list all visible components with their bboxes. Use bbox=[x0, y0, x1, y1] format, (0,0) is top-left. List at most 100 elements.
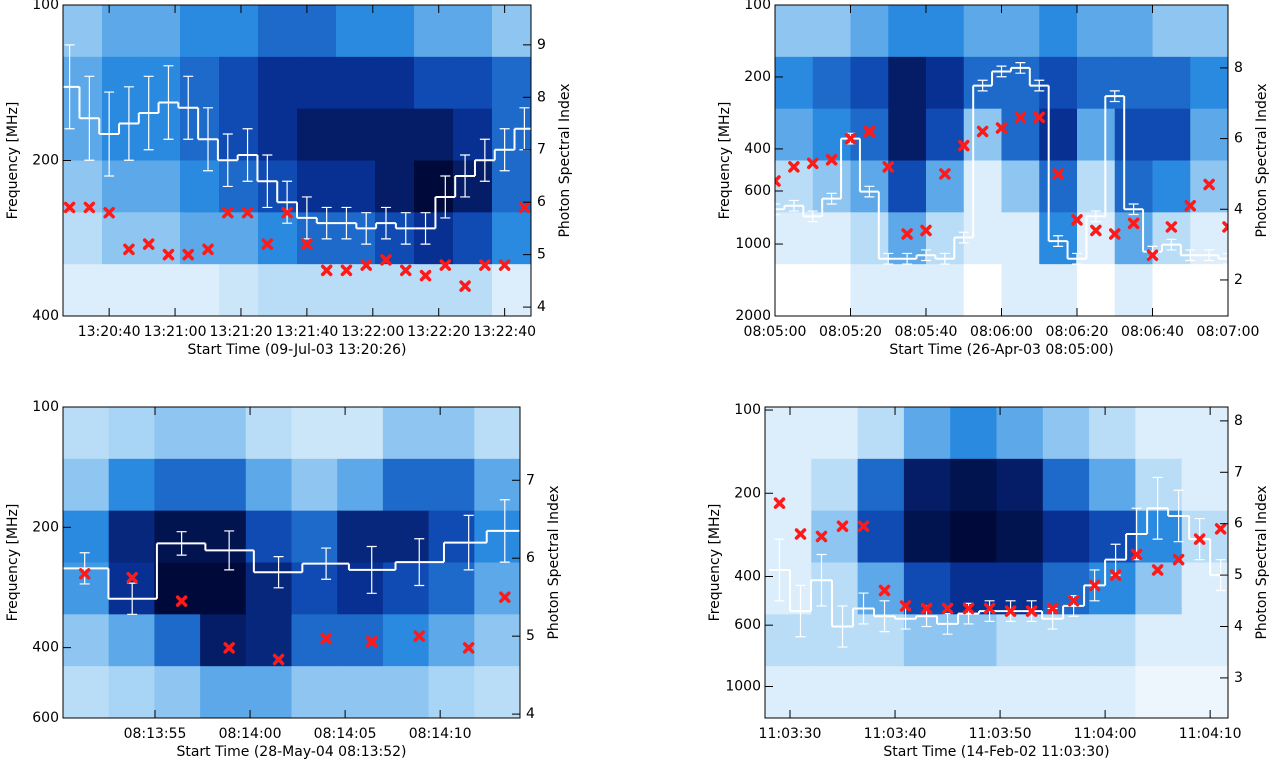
heatmap-cell bbox=[258, 56, 298, 110]
heatmap-cell bbox=[219, 212, 259, 265]
series-layer bbox=[63, 44, 531, 292]
heatmap-cell bbox=[765, 666, 812, 718]
heatmap-cell bbox=[63, 614, 110, 667]
cross-marker bbox=[1151, 564, 1164, 576]
heatmap-cell bbox=[996, 407, 1044, 460]
heatmap-cell bbox=[765, 614, 812, 667]
heatmap-cell bbox=[1001, 160, 1040, 213]
cross-marker bbox=[1014, 111, 1027, 124]
heatmap-cell bbox=[474, 407, 520, 460]
error-bar bbox=[361, 212, 372, 245]
heatmap-cell bbox=[1152, 56, 1191, 110]
heatmap-cell bbox=[1152, 160, 1191, 213]
heatmap-cell bbox=[141, 5, 181, 58]
heatmap-cell bbox=[1135, 458, 1183, 512]
cross-marker bbox=[518, 201, 531, 214]
cross-marker bbox=[857, 520, 870, 533]
heatmap-cell bbox=[492, 108, 531, 161]
heatmap-cell bbox=[63, 56, 103, 110]
error-bar bbox=[341, 206, 352, 240]
heatmap-cell bbox=[428, 562, 475, 615]
heatmap-cell bbox=[811, 562, 859, 615]
cross-marker bbox=[78, 568, 91, 580]
heatmap-cell bbox=[245, 562, 292, 615]
x-tick-label: 13:22:20 bbox=[407, 324, 470, 340]
heatmap-cell bbox=[765, 562, 812, 615]
error-bar bbox=[400, 212, 411, 245]
error-bar bbox=[1034, 79, 1045, 92]
cross-marker bbox=[815, 530, 828, 543]
heatmap-cell bbox=[382, 666, 430, 718]
heatmap-cell bbox=[1001, 5, 1040, 58]
heatmap-cell bbox=[996, 666, 1044, 718]
error-bar bbox=[84, 75, 95, 161]
error-bar bbox=[984, 600, 995, 622]
cross-marker bbox=[983, 602, 996, 615]
error-bar bbox=[879, 600, 890, 633]
heatmap-cell bbox=[108, 458, 155, 512]
heatmap-cell bbox=[950, 666, 997, 718]
plot-frame bbox=[62, 406, 521, 719]
error-bar bbox=[996, 65, 1007, 78]
heatmap-cell bbox=[336, 56, 376, 110]
heatmap-cell bbox=[258, 264, 298, 316]
error-bar bbox=[1015, 62, 1026, 74]
y-tick-label: 1000 bbox=[735, 236, 771, 252]
error-bar bbox=[321, 547, 332, 580]
heatmap-cell bbox=[453, 160, 493, 213]
heatmap-cell bbox=[1181, 407, 1228, 460]
y2-tick-label: 8 bbox=[537, 89, 546, 105]
heatmap-cell bbox=[219, 5, 259, 58]
heatmap-cell bbox=[1114, 264, 1153, 316]
cross-marker bbox=[1184, 199, 1196, 212]
heatmap-cell bbox=[291, 666, 338, 718]
cross-marker bbox=[182, 248, 194, 261]
panel: 08:13:55 08:14:00 08:14:05 08:14:10 100 200 40… bbox=[5, 399, 562, 760]
heatmap-cell bbox=[811, 614, 859, 667]
heatmap-cell bbox=[102, 264, 142, 316]
heatmap-cell bbox=[1039, 108, 1078, 161]
cross-marker bbox=[941, 602, 954, 615]
heatmap-cell bbox=[1190, 264, 1228, 316]
y-tick-label: 1000 bbox=[725, 678, 761, 694]
heatmap-cell bbox=[775, 56, 814, 110]
y2-tick-label: 5 bbox=[526, 628, 535, 644]
cross-marker bbox=[241, 206, 254, 219]
heatmap-cell bbox=[903, 614, 951, 667]
y2-axis-label: Photon Spectral Index bbox=[1254, 485, 1270, 639]
heatmap-cell bbox=[850, 56, 889, 110]
heatmap-cell bbox=[414, 108, 454, 161]
cross-marker bbox=[340, 264, 353, 277]
heatmap-cell bbox=[414, 160, 454, 213]
heatmap-cell bbox=[492, 264, 531, 316]
heatmap-cell bbox=[950, 458, 997, 512]
y-tick-label: 600 bbox=[734, 617, 761, 633]
cross-marker bbox=[272, 653, 285, 666]
heatmap-cell bbox=[857, 666, 905, 718]
heatmap-cell bbox=[63, 160, 103, 213]
cross-marker bbox=[413, 630, 425, 642]
cross-marker bbox=[939, 168, 951, 180]
heatmap-cell bbox=[474, 614, 520, 667]
cross-marker bbox=[825, 154, 838, 166]
y-tick-label: 400 bbox=[734, 568, 761, 584]
x-tick-label: 08:14:00 bbox=[219, 726, 282, 742]
cross-marker bbox=[126, 571, 138, 584]
cross-marker bbox=[1004, 605, 1017, 617]
error-bar bbox=[64, 44, 75, 130]
heatmap-cell bbox=[474, 510, 520, 563]
x-tick-label: 13:21:20 bbox=[210, 324, 273, 340]
cross-marker bbox=[365, 635, 378, 648]
heatmap-cell bbox=[141, 264, 181, 316]
heatmap-cell bbox=[1114, 56, 1153, 110]
cross-marker bbox=[1193, 533, 1206, 545]
heatmap-cell bbox=[1089, 407, 1136, 460]
y-tick-label: 100 bbox=[32, 0, 59, 13]
cross-marker bbox=[1222, 221, 1228, 233]
heatmap-cell bbox=[812, 264, 851, 316]
heatmap-cell bbox=[245, 666, 292, 718]
error-bar bbox=[1109, 90, 1120, 103]
heatmap-cell bbox=[453, 56, 493, 110]
heatmap-cell bbox=[888, 56, 927, 110]
heatmap-cell bbox=[1042, 614, 1090, 667]
